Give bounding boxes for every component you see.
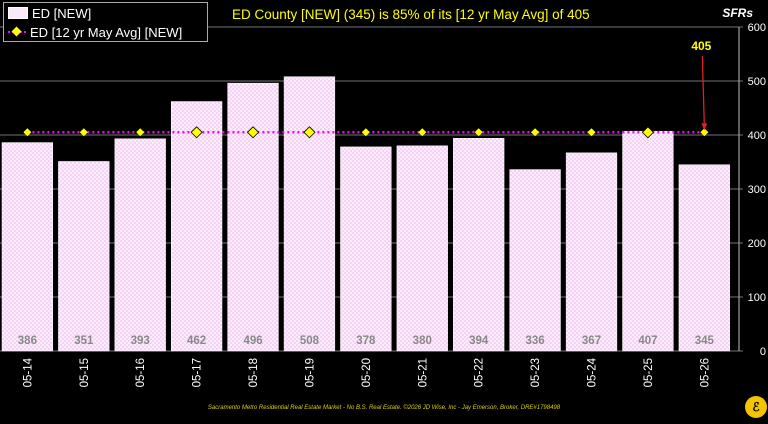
avg-marker [79, 128, 88, 137]
x-tick-label: 05-16 [135, 358, 147, 387]
x-tick-label: 05-23 [530, 358, 542, 387]
y-tick-label: 600 [748, 22, 766, 34]
units-label: SFRs [722, 6, 753, 20]
avg-marker [361, 128, 370, 137]
bar-value-label: 394 [469, 335, 489, 347]
bar-value-label: 496 [243, 335, 262, 347]
bar [58, 161, 110, 352]
callout-label: 405 [691, 39, 711, 53]
bar [678, 164, 730, 352]
y-tick-label: 400 [748, 130, 766, 142]
legend-swatch-bar [8, 7, 28, 19]
x-tick-label: 05-15 [79, 358, 91, 387]
avg-marker [641, 126, 654, 139]
x-tick-label: 05-18 [248, 358, 260, 387]
bar-value-label: 336 [526, 335, 545, 347]
bar-value-label: 351 [74, 335, 94, 347]
x-tick-label: 05-26 [699, 358, 711, 387]
legend-label-avg: ED [12 yr May Avg] [NEW] [30, 24, 183, 40]
legend-swatch-line [8, 26, 26, 38]
avg-marker [303, 126, 316, 139]
footer-credit: Sacramento Metro Residential Real Estate… [207, 405, 561, 411]
x-tick-label: 05-21 [417, 358, 429, 387]
avg-marker [587, 128, 596, 137]
avg-marker [531, 128, 540, 137]
x-tick-label: 05-24 [587, 357, 599, 387]
callout-arrow [701, 55, 705, 127]
bar [170, 101, 223, 352]
bar-value-label: 386 [18, 335, 37, 347]
brand-logo: ℰ [745, 396, 767, 418]
avg-marker [474, 128, 483, 137]
bar [453, 137, 505, 352]
x-tick-label: 05-17 [192, 358, 204, 387]
legend-item-avg: ED [12 yr May Avg] [NEW] [8, 23, 182, 41]
bar [396, 145, 448, 352]
x-tick-label: 05-20 [361, 358, 373, 387]
avg-marker [136, 128, 145, 137]
bar-value-label: 407 [638, 335, 657, 347]
avg-marker [700, 128, 709, 137]
x-tick-label: 05-14 [22, 357, 34, 387]
chart-title: ED County [NEW] (345) is 85% of its [12 … [232, 7, 590, 22]
bar [114, 138, 166, 352]
legend-label-bars: ED [NEW] [32, 5, 92, 21]
y-tick-label: 100 [748, 292, 766, 304]
bar [1, 142, 54, 352]
x-tick-label: 05-19 [304, 358, 316, 387]
bar-value-label: 462 [187, 335, 206, 347]
bar-value-label: 367 [582, 335, 601, 347]
bar-value-label: 508 [300, 335, 320, 347]
legend-item-bars: ED [NEW] [8, 4, 91, 22]
y-tick-label: 300 [748, 184, 766, 196]
bar [283, 76, 336, 352]
avg-marker [246, 126, 260, 139]
bar-value-label: 378 [356, 335, 376, 347]
x-tick-label: 05-25 [643, 358, 655, 387]
bar-value-label: 380 [413, 335, 432, 347]
y-tick-label: 200 [748, 238, 766, 250]
avg-marker [418, 128, 427, 137]
x-tick-label: 05-22 [474, 358, 486, 387]
bar-value-label: 345 [695, 335, 715, 347]
bar [622, 130, 674, 352]
y-tick-label: 0 [760, 346, 766, 358]
legend: ED [NEW] ED [12 yr May Avg] [NEW] [3, 2, 208, 42]
bar [509, 169, 561, 352]
avg-marker [23, 128, 32, 137]
avg-marker [190, 126, 203, 139]
callout-arrowhead [701, 123, 708, 131]
y-tick-label: 500 [748, 76, 766, 88]
bar [565, 152, 618, 352]
bar-value-label: 393 [131, 335, 150, 347]
bar [340, 146, 392, 352]
bar [227, 82, 279, 352]
